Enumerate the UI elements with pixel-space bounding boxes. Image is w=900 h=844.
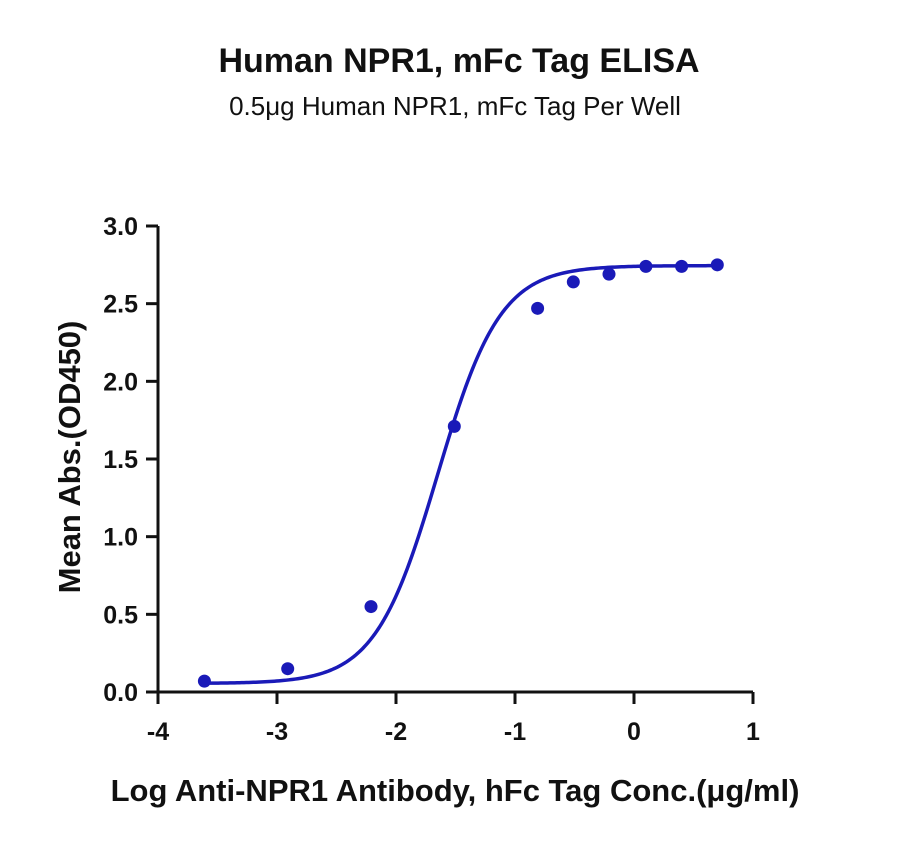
x-ticks: -4 -3 -2 -1 0 1 xyxy=(147,692,760,746)
x-tick-label: -1 xyxy=(504,718,526,746)
chart-subtitle: 0.5μg Human NPR1, mFc Tag Per Well xyxy=(229,91,681,121)
x-tick-label: -2 xyxy=(385,718,407,746)
data-point xyxy=(447,419,461,433)
y-tick-label: 0.0 xyxy=(103,679,138,707)
data-points xyxy=(197,258,724,688)
y-tick-label: 2.0 xyxy=(103,368,138,396)
axes xyxy=(156,226,753,694)
y-tick-label: 0.5 xyxy=(103,601,138,629)
x-tick-label: 0 xyxy=(627,718,641,746)
data-point xyxy=(364,600,378,614)
data-point xyxy=(566,275,580,289)
fit-curve xyxy=(204,263,718,685)
x-tick-label: -4 xyxy=(147,718,169,746)
data-point xyxy=(197,674,211,688)
data-point xyxy=(281,662,295,676)
y-tick-label: 1.0 xyxy=(103,524,138,552)
x-tick-label: 1 xyxy=(746,718,760,746)
y-ticks: 0.0 0.5 1.0 1.5 2.0 2.5 3.0 xyxy=(103,213,158,707)
x-axis-label: Log Anti-NPR1 Antibody, hFc Tag Conc.(μg… xyxy=(111,773,800,808)
x-tick-label: -3 xyxy=(266,718,288,746)
data-point xyxy=(531,301,545,315)
y-tick-label: 2.5 xyxy=(103,291,138,319)
data-point xyxy=(710,258,724,272)
y-tick-label: 1.5 xyxy=(103,446,138,474)
y-axis-label: Mean Abs.(OD450) xyxy=(52,321,87,594)
data-point xyxy=(675,259,689,273)
data-point xyxy=(639,259,653,273)
data-point xyxy=(602,267,616,281)
chart-title: Human NPR1, mFc Tag ELISA xyxy=(218,42,699,80)
y-tick-label: 3.0 xyxy=(103,213,138,241)
